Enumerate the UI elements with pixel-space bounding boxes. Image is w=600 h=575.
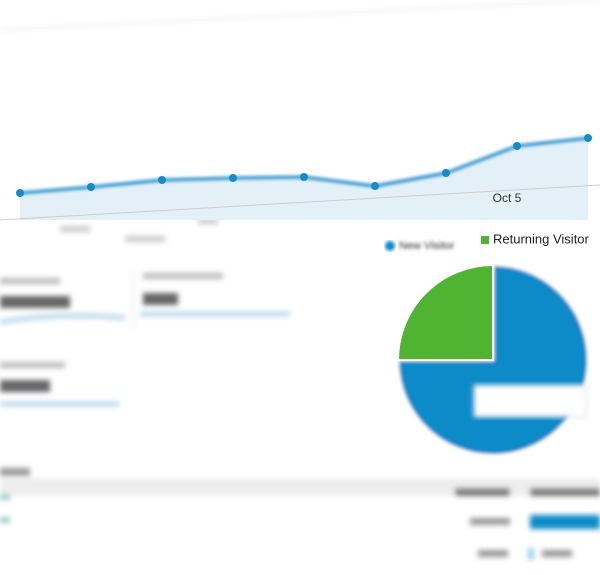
legend-label: New Visitor [399,240,455,252]
point [16,189,24,197]
point [300,173,308,181]
point [87,183,95,191]
legend-swatch [385,241,395,251]
pie-chart: New Visitor Returning Visitor [385,231,590,456]
point [442,169,450,177]
tooltip [473,384,587,418]
point [371,182,379,190]
legend-swatch [481,236,489,244]
pie-slice [396,263,494,361]
point [229,174,237,182]
x-axis [0,184,600,221]
metric-panels [0,0,600,560]
point [158,176,166,184]
point [513,142,521,150]
line-chart: Oct 5 [0,134,600,221]
point [584,134,592,142]
legend-label: Returning Visitor [493,231,590,246]
x-tick-label: Oct 5 [493,191,522,205]
